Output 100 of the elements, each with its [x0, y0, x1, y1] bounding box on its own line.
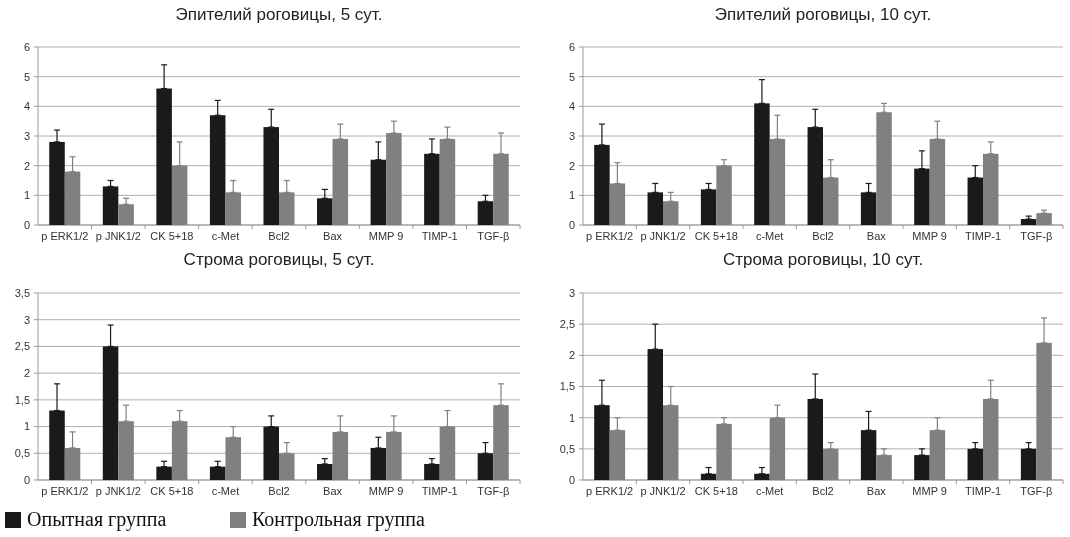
- y-tick-label: 5: [23, 70, 30, 83]
- x-tick-label: p ERK1/2: [41, 485, 89, 497]
- bar: [156, 466, 172, 480]
- bar: [332, 138, 349, 225]
- x-tick-label: c-Met: [755, 230, 784, 242]
- bar: [386, 133, 402, 225]
- x-tick-label: CK 5+18: [150, 230, 194, 242]
- y-tick-label: 0: [568, 473, 575, 486]
- bar: [263, 127, 279, 225]
- y-tick-label: 2: [568, 159, 575, 172]
- x-tick-label: Bcl2: [268, 230, 290, 242]
- bar: [983, 398, 999, 480]
- y-tick-label: 3: [23, 313, 30, 326]
- bar: [769, 138, 786, 225]
- x-tick-label: CK 5+18: [150, 485, 194, 497]
- bar: [860, 430, 877, 480]
- x-tick-label: TGF-β: [1020, 230, 1053, 242]
- bar: [929, 430, 946, 480]
- x-tick-label: p ERK1/2: [586, 485, 634, 497]
- y-tick-label: 1,5: [559, 380, 575, 393]
- y-tick-label: 1: [568, 189, 575, 202]
- x-tick-label: CK 5+18: [694, 485, 738, 497]
- bar: [876, 455, 892, 480]
- bar: [929, 138, 946, 225]
- x-tick-label: TIMP-1: [964, 485, 1002, 497]
- bar: [807, 127, 823, 225]
- bar: [386, 431, 402, 480]
- chart-title: Эпителий роговицы, 5 сут.: [175, 5, 383, 24]
- bar: [594, 144, 610, 225]
- y-tick-label: 6: [23, 40, 30, 53]
- y-tick-label: 4: [568, 100, 575, 113]
- y-tick-label: 6: [568, 40, 575, 53]
- x-tick-label: Bcl2: [268, 485, 290, 497]
- chart-title: Строма роговицы, 10 сут.: [722, 250, 924, 269]
- y-tick-label: 3: [568, 286, 575, 299]
- legend-label: Контрольная группа: [252, 508, 425, 531]
- y-tick-label: 5: [568, 70, 575, 83]
- bar: [439, 138, 456, 225]
- x-tick-label: CK 5+18: [694, 230, 738, 242]
- y-tick-label: 2: [568, 349, 575, 362]
- bar: [1036, 342, 1052, 480]
- x-tick-label: Bcl2: [812, 230, 834, 242]
- x-tick-label: Bax: [866, 230, 887, 242]
- bar: [1020, 219, 1037, 225]
- x-tick-label: p JNK1/2: [640, 230, 686, 242]
- y-tick-label: 3,5: [14, 286, 30, 299]
- x-tick-label: MMP 9: [368, 485, 404, 497]
- x-tick-label: TGF-β: [477, 230, 510, 242]
- x-tick-label: MMP 9: [368, 230, 404, 242]
- y-tick-label: 2,5: [559, 318, 575, 331]
- x-tick-label: Bax: [866, 485, 887, 497]
- bar: [332, 431, 349, 480]
- y-tick-label: 1: [23, 420, 30, 433]
- bar: [609, 430, 626, 480]
- bar: [914, 455, 930, 480]
- chart-title: Эпителий роговицы, 10 сут.: [714, 5, 932, 24]
- x-tick-label: p ERK1/2: [41, 230, 89, 242]
- y-tick-label: 0: [23, 218, 30, 231]
- y-tick-label: 2: [23, 159, 30, 172]
- x-tick-label: p ERK1/2: [586, 230, 634, 242]
- x-tick-label: Bax: [323, 230, 343, 242]
- y-tick-label: 1: [568, 411, 575, 424]
- legend-label: Опытная группа: [27, 508, 167, 531]
- x-tick-label: p JNK1/2: [95, 230, 141, 242]
- x-tick-label: TIMP-1: [421, 230, 458, 242]
- bar: [1036, 213, 1052, 225]
- y-tick-label: 3: [23, 129, 30, 142]
- x-tick-label: c-Met: [211, 485, 240, 497]
- bar: [64, 447, 81, 480]
- y-tick-label: 1,5: [14, 393, 30, 406]
- x-tick-label: TGF-β: [477, 485, 510, 497]
- x-tick-label: MMP 9: [912, 485, 947, 497]
- x-tick-label: TIMP-1: [964, 230, 1002, 242]
- y-tick-label: 0: [568, 218, 575, 231]
- x-tick-label: TIMP-1: [421, 485, 458, 497]
- x-tick-label: c-Met: [211, 230, 240, 242]
- bar: [647, 349, 663, 480]
- x-tick-label: p JNK1/2: [95, 485, 141, 497]
- bar: [424, 463, 440, 480]
- x-tick-label: Bax: [323, 485, 343, 497]
- y-tick-label: 3: [568, 129, 575, 142]
- y-tick-label: 0,5: [559, 442, 575, 455]
- bar: [317, 463, 333, 480]
- y-tick-label: 4: [23, 100, 30, 113]
- x-tick-label: TGF-β: [1020, 485, 1053, 497]
- y-tick-label: 0,5: [14, 447, 30, 460]
- x-tick-label: MMP 9: [912, 230, 947, 242]
- bar: [807, 398, 823, 480]
- y-tick-label: 1: [23, 189, 30, 202]
- y-tick-label: 0: [23, 473, 30, 486]
- y-tick-label: 2: [23, 366, 30, 379]
- bar: [209, 466, 226, 480]
- chart-title: Строма роговицы, 5 сут.: [183, 250, 375, 269]
- y-tick-label: 2,5: [14, 340, 30, 353]
- x-tick-label: c-Met: [755, 485, 784, 497]
- x-tick-label: p JNK1/2: [640, 485, 686, 497]
- bar: [716, 423, 732, 480]
- bar: [370, 447, 387, 480]
- bar: [49, 141, 65, 225]
- x-tick-label: Bcl2: [812, 485, 834, 497]
